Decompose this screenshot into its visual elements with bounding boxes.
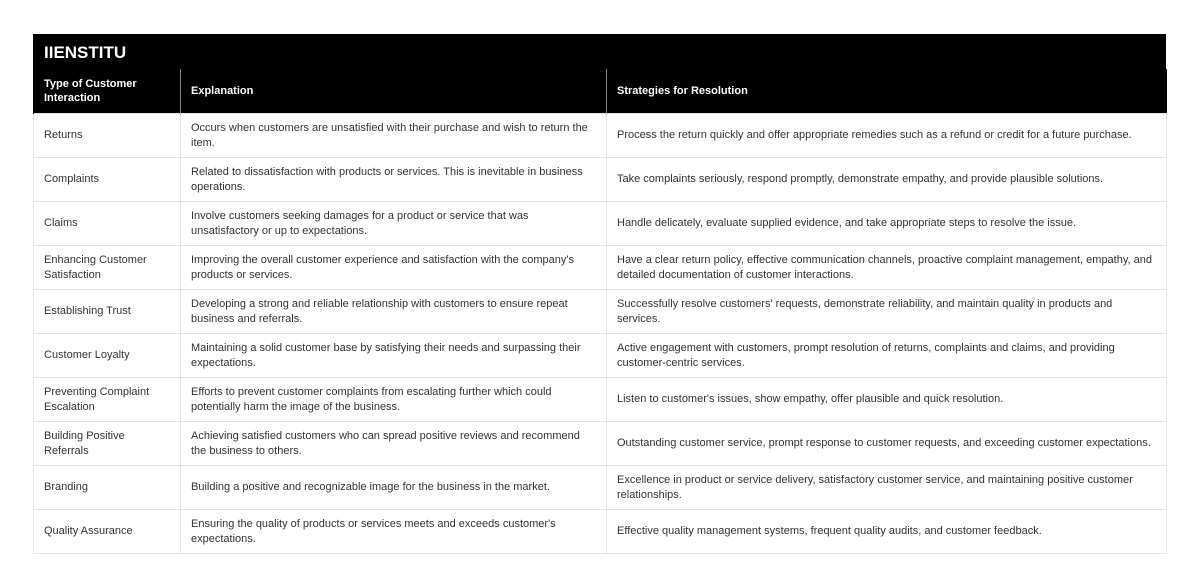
cell-type: Building Positive Referrals [33, 421, 181, 466]
cell-type: Customer Loyalty [33, 333, 181, 378]
cell-strategy: Outstanding customer service, prompt res… [606, 421, 1167, 466]
table-row: Establishing Trust Developing a strong an… [33, 289, 1167, 334]
cell-strategy: Successfully resolve customers' requests… [606, 289, 1167, 334]
cell-explanation: Involve customers seeking damages for a … [180, 201, 607, 246]
cell-explanation: Related to dissatisfaction with products… [180, 157, 607, 202]
cell-explanation: Building a positive and recognizable ima… [180, 465, 607, 510]
customer-interaction-table: Type of Customer Interaction Explanation… [33, 69, 1167, 554]
table-row: Returns Occurs when customers are unsatis… [33, 113, 1167, 158]
cell-type: Claims [33, 201, 181, 246]
header-strategies: Strategies for Resolution [606, 69, 1167, 114]
cell-strategy: Excellence in product or service deliver… [606, 465, 1167, 510]
customer-interaction-table-container: IIENSTITU Type of Customer Interaction E… [33, 34, 1167, 554]
cell-strategy: Take complaints seriously, respond promp… [606, 157, 1167, 202]
cell-strategy: Effective quality management systems, fr… [606, 509, 1167, 554]
cell-explanation: Efforts to prevent customer complaints f… [180, 377, 607, 422]
cell-type: Branding [33, 465, 181, 510]
header-explanation: Explanation [180, 69, 607, 114]
cell-strategy: Active engagement with customers, prompt… [606, 333, 1167, 378]
cell-explanation: Improving the overall customer experienc… [180, 245, 607, 290]
cell-type: Enhancing Customer Satisfaction [33, 245, 181, 290]
header-type: Type of Customer Interaction [33, 69, 181, 114]
cell-strategy: Handle delicately, evaluate supplied evi… [606, 201, 1167, 246]
cell-explanation: Maintaining a solid customer base by sat… [180, 333, 607, 378]
cell-type: Quality Assurance [33, 509, 181, 554]
table-row: Quality Assurance Ensuring the quality of… [33, 509, 1167, 554]
cell-type: Returns [33, 113, 181, 158]
cell-strategy: Process the return quickly and offer app… [606, 113, 1167, 158]
cell-explanation: Achieving satisfied customers who can sp… [180, 421, 607, 466]
table-row: Branding Building a positive and recogniz… [33, 465, 1167, 510]
table-row: Customer Loyalty Maintaining a solid cust… [33, 333, 1167, 378]
cell-strategy: Have a clear return policy, effective co… [606, 245, 1167, 290]
table-row: Claims Involve customers seeking damages … [33, 201, 1167, 246]
cell-explanation: Occurs when customers are unsatisfied wi… [180, 113, 607, 158]
cell-type: Preventing Complaint Escalation [33, 377, 181, 422]
table-row: Complaints Related to dissatisfaction wit… [33, 157, 1167, 202]
table-header-row: Type of Customer Interaction Explanation… [33, 69, 1167, 114]
table-row: Building Positive Referrals Achieving sat… [33, 421, 1167, 466]
cell-explanation: Developing a strong and reliable relatio… [180, 289, 607, 334]
brand-title: IIENSTITU [33, 34, 1166, 69]
cell-type: Complaints [33, 157, 181, 202]
cell-strategy: Listen to customer's issues, show empath… [606, 377, 1167, 422]
cell-type: Establishing Trust [33, 289, 181, 334]
table-row: Preventing Complaint Escalation Efforts t… [33, 377, 1167, 422]
cell-explanation: Ensuring the quality of products or serv… [180, 509, 607, 554]
table-row: Enhancing Customer Satisfaction Improving… [33, 245, 1167, 290]
